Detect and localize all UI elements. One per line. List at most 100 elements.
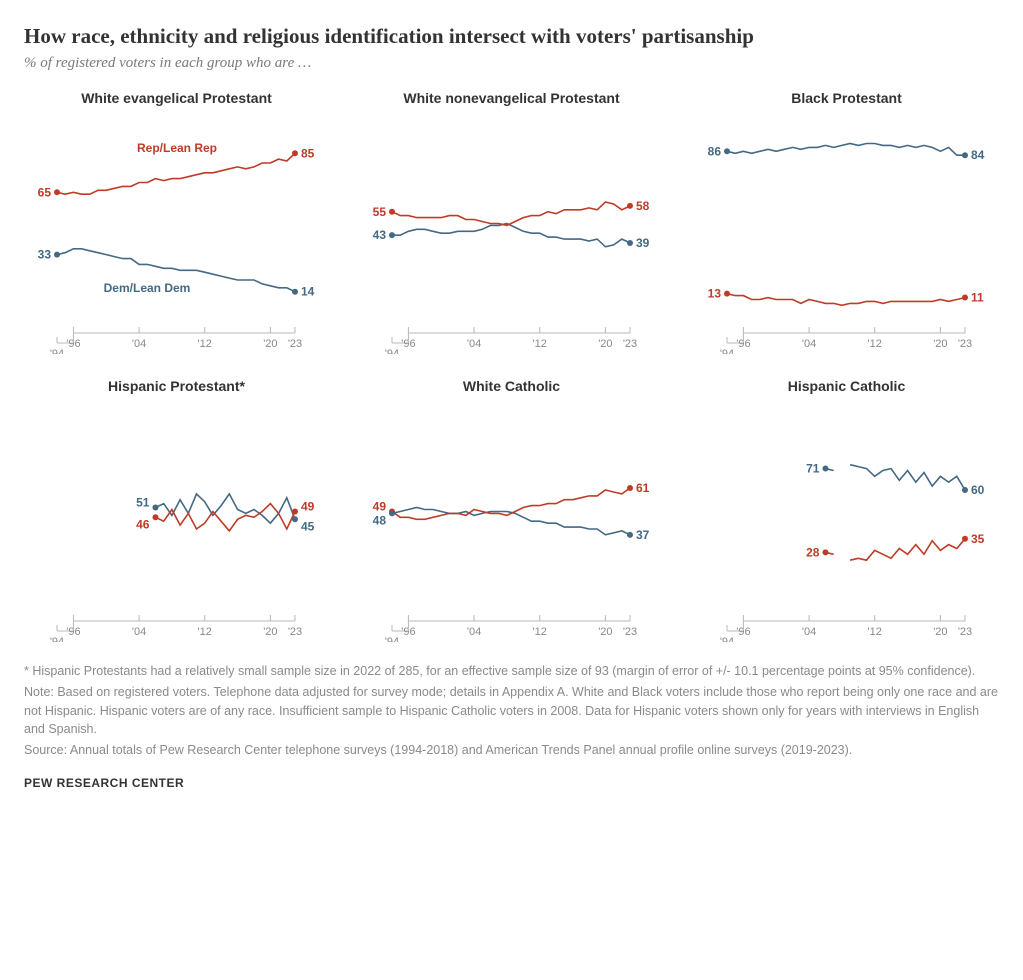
chart-area: '94'96'04'12'20'2365853314Rep/Lean RepDe… (27, 114, 327, 354)
chart-panel: White nonevangelical Protestant'94'96'04… (359, 90, 664, 354)
svg-text:'12: '12 (867, 338, 881, 350)
x-axis: '94'96'04'12'20'23 (49, 615, 301, 642)
rep-end-dot (627, 203, 633, 209)
rep-line (825, 539, 965, 560)
svg-text:'12: '12 (532, 338, 546, 350)
svg-text:'12: '12 (867, 626, 881, 638)
svg-text:'23: '23 (957, 626, 971, 638)
svg-text:'12: '12 (197, 338, 211, 350)
dem-start-dot (152, 505, 158, 511)
svg-text:'23: '23 (957, 338, 971, 350)
svg-text:'23: '23 (287, 626, 301, 638)
x-axis: '94'96'04'12'20'23 (384, 327, 636, 354)
dem-start-label: 86 (707, 144, 721, 158)
rep-legend-label: Rep/Lean Rep (136, 141, 216, 155)
svg-text:'94: '94 (384, 348, 398, 354)
rep-end-dot (292, 508, 298, 514)
dem-end-dot (627, 532, 633, 538)
panel-title: White Catholic (359, 378, 664, 394)
dem-line (825, 465, 965, 490)
dem-line (392, 508, 630, 535)
dem-end-label: 45 (301, 519, 315, 533)
chart-title: How race, ethnicity and religious identi… (24, 24, 999, 49)
svg-text:'23: '23 (287, 338, 301, 350)
rep-line (57, 153, 295, 194)
dem-start-label: 71 (806, 462, 820, 476)
panel-title: White evangelical Protestant (24, 90, 329, 106)
dem-end-label: 84 (971, 148, 985, 162)
dem-start-dot (389, 510, 395, 516)
chart-panel: Hispanic Catholic'94'96'04'12'20'2328357… (694, 378, 999, 642)
svg-text:'23: '23 (622, 626, 636, 638)
rep-end-label: 35 (971, 532, 985, 546)
dem-end-dot (292, 516, 298, 522)
svg-text:'20: '20 (933, 626, 947, 638)
rep-start-label: 28 (806, 545, 820, 559)
panel-title: Hispanic Catholic (694, 378, 999, 394)
dem-line (392, 224, 630, 247)
rep-end-dot (962, 295, 968, 301)
dem-legend-label: Dem/Lean Dem (103, 281, 190, 295)
chart-area: '94'96'04'12'20'2328357160 (697, 402, 997, 642)
dem-start-dot (54, 252, 60, 258)
chart-area: '94'96'04'12'20'2349614837 (362, 402, 662, 642)
source-attribution: PEW RESEARCH CENTER (24, 776, 999, 790)
rep-end-dot (627, 485, 633, 491)
svg-text:'12: '12 (197, 626, 211, 638)
svg-text:'04: '04 (131, 338, 145, 350)
rep-end-dot (962, 536, 968, 542)
svg-text:'04: '04 (466, 338, 480, 350)
chart-panel: Hispanic Protestant*'94'96'04'12'20'2346… (24, 378, 329, 642)
rep-end-label: 49 (301, 499, 315, 513)
chart-subtitle: % of registered voters in each group who… (24, 55, 999, 72)
rep-end-label: 85 (301, 146, 315, 160)
rep-end-label: 58 (636, 199, 650, 213)
rep-start-dot (152, 514, 158, 520)
dem-start-dot (389, 232, 395, 238)
dem-start-label: 51 (136, 496, 150, 510)
rep-start-label: 46 (136, 517, 150, 531)
dem-end-label: 39 (636, 236, 650, 250)
dem-end-dot (962, 152, 968, 158)
svg-text:'04: '04 (801, 626, 815, 638)
svg-text:'04: '04 (801, 338, 815, 350)
rep-end-label: 61 (636, 481, 650, 495)
rep-line (392, 488, 630, 519)
dem-end-label: 14 (301, 285, 315, 299)
x-axis: '94'96'04'12'20'23 (384, 615, 636, 642)
footnote: * Hispanic Protestants had a relatively … (24, 662, 999, 681)
dem-end-dot (627, 240, 633, 246)
panel-title: Hispanic Protestant* (24, 378, 329, 394)
svg-text:'94: '94 (719, 636, 733, 642)
rep-start-dot (724, 291, 730, 297)
svg-text:'12: '12 (532, 626, 546, 638)
rep-start-label: 65 (37, 185, 51, 199)
dem-start-label: 33 (37, 248, 51, 262)
svg-text:'23: '23 (622, 338, 636, 350)
rep-end-dot (292, 150, 298, 156)
svg-text:'04: '04 (131, 626, 145, 638)
svg-text:'94: '94 (719, 348, 733, 354)
dem-start-dot (724, 148, 730, 154)
svg-text:'94: '94 (49, 348, 63, 354)
rep-start-label: 13 (707, 287, 721, 301)
x-axis: '94'96'04'12'20'23 (719, 327, 971, 354)
svg-text:'20: '20 (933, 338, 947, 350)
dem-start-label: 43 (372, 228, 386, 242)
dem-start-label: 48 (372, 513, 386, 527)
svg-text:'94: '94 (49, 636, 63, 642)
x-axis: '94'96'04'12'20'23 (719, 615, 971, 642)
rep-line (392, 202, 630, 225)
dem-start-dot (822, 466, 828, 472)
rep-start-dot (54, 189, 60, 195)
chart-panel: White Catholic'94'96'04'12'20'2349614837 (359, 378, 664, 642)
dem-end-dot (292, 289, 298, 295)
svg-text:'20: '20 (263, 626, 277, 638)
chart-area: '94'96'04'12'20'2313118684 (697, 114, 997, 354)
chart-panel: White evangelical Protestant'94'96'04'12… (24, 90, 329, 354)
rep-start-label: 49 (372, 499, 386, 513)
chart-area: '94'96'04'12'20'2355584339 (362, 114, 662, 354)
panel-title: White nonevangelical Protestant (359, 90, 664, 106)
svg-text:'94: '94 (384, 636, 398, 642)
rep-start-label: 55 (372, 205, 386, 219)
